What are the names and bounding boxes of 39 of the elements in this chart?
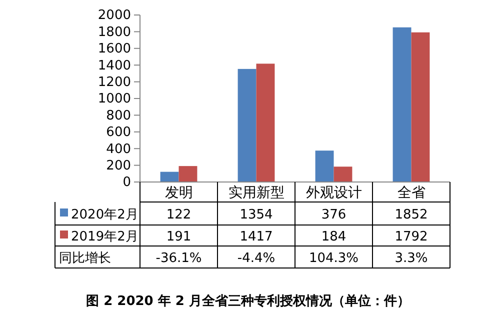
bar [315,150,334,182]
x-tick-label: 实用新型 [228,185,284,201]
y-tick-label: 1800 [98,24,131,40]
text: 同比增长 [59,251,111,266]
x-tick-label: 全省 [397,185,426,201]
y-tick-label: 1400 [98,58,131,74]
data-label: 184 [321,230,346,244]
bar [392,27,412,182]
text: 3.3% [394,251,428,266]
y-tick-label: 1000 [98,92,131,107]
y-tick-label: 200 [106,158,131,174]
bar [334,166,352,182]
legend-label: 2020年2月 [71,208,138,222]
data-label: 1354 [240,208,273,222]
y-tick-label: 1600 [98,42,131,57]
bar [256,64,275,182]
y-tick-label: 400 [106,142,131,157]
legend-label: 2019年2月 [71,230,138,244]
data-label: 122 [166,208,192,222]
text: 104.3% [308,251,359,266]
data-label: 1417 [240,230,273,244]
bar [160,172,179,182]
y-tick-label: 0 [122,175,131,190]
y-tick-label: 600 [106,125,131,140]
data-label: 1792 [394,230,428,244]
y-tick-label: 2000 [98,8,131,24]
bar [238,68,256,182]
x-tick-label: 发明 [164,185,193,201]
text: -4.4% [237,251,276,266]
y-tick-label: 1200 [98,74,131,90]
data-label: 191 [166,230,192,244]
bar [178,166,198,182]
text: -36.1% [156,251,202,266]
bar [411,32,430,182]
data-label: 1852 [394,208,428,222]
data-label: 376 [321,208,346,222]
x-tick-label: 外观设计 [306,185,362,201]
y-tick-label: 800 [106,108,131,124]
text: 图 2 2020 年 2 月全省三种专利授权情况（单位：件） [86,293,410,309]
